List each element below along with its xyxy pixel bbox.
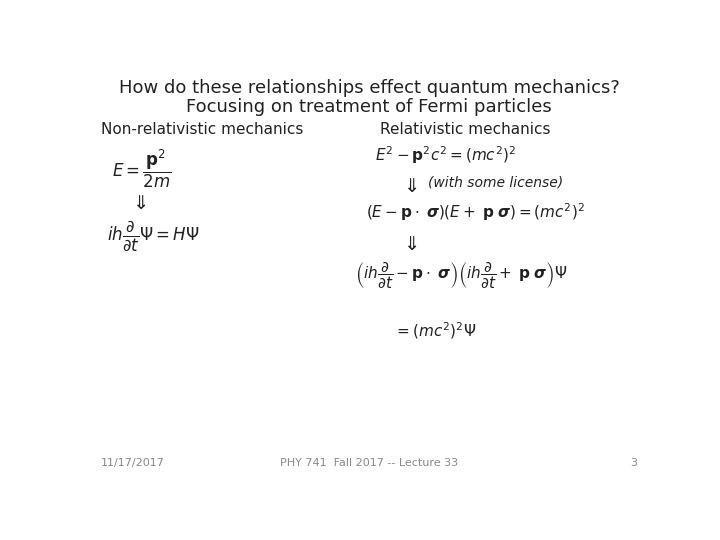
Text: $\left(E - \mathbf{p}\cdot\;\boldsymbol{\sigma}\right)\left(E +\;\mathbf{p}\;\bo: $\left(E - \mathbf{p}\cdot\;\boldsymbol{…	[366, 201, 585, 223]
Text: (with some license): (with some license)	[428, 176, 563, 190]
Text: $\left(ih\dfrac{\partial}{\partial t} - \mathbf{p}\cdot\;\boldsymbol{\sigma}\rig: $\left(ih\dfrac{\partial}{\partial t} - …	[355, 260, 567, 291]
Text: $\Downarrow$: $\Downarrow$	[400, 235, 418, 254]
Text: Non-relativistic mechanics: Non-relativistic mechanics	[101, 122, 304, 137]
Text: $= \left(mc^2\right)^2 \Psi$: $= \left(mc^2\right)^2 \Psi$	[394, 321, 477, 341]
Text: Relativistic mechanics: Relativistic mechanics	[380, 122, 551, 137]
Text: $\Downarrow$: $\Downarrow$	[400, 177, 418, 196]
Text: $E^2 - \mathbf{p}^2c^2 = \left(mc^2\right)^2$: $E^2 - \mathbf{p}^2c^2 = \left(mc^2\righ…	[374, 144, 516, 165]
Text: How do these relationships effect quantum mechanics?: How do these relationships effect quantu…	[119, 79, 619, 97]
Text: 3: 3	[630, 458, 637, 468]
Text: 11/17/2017: 11/17/2017	[101, 458, 165, 468]
Text: PHY 741  Fall 2017 -- Lecture 33: PHY 741 Fall 2017 -- Lecture 33	[280, 458, 458, 468]
Text: $\Downarrow$: $\Downarrow$	[129, 194, 147, 213]
Text: $ih\dfrac{\partial}{\partial t}\Psi = H\Psi$: $ih\dfrac{\partial}{\partial t}\Psi = H\…	[107, 219, 199, 253]
Text: Focusing on treatment of Fermi particles: Focusing on treatment of Fermi particles	[186, 98, 552, 116]
Text: $E = \dfrac{\mathbf{p}^2}{2m}$: $E = \dfrac{\mathbf{p}^2}{2m}$	[112, 148, 172, 190]
